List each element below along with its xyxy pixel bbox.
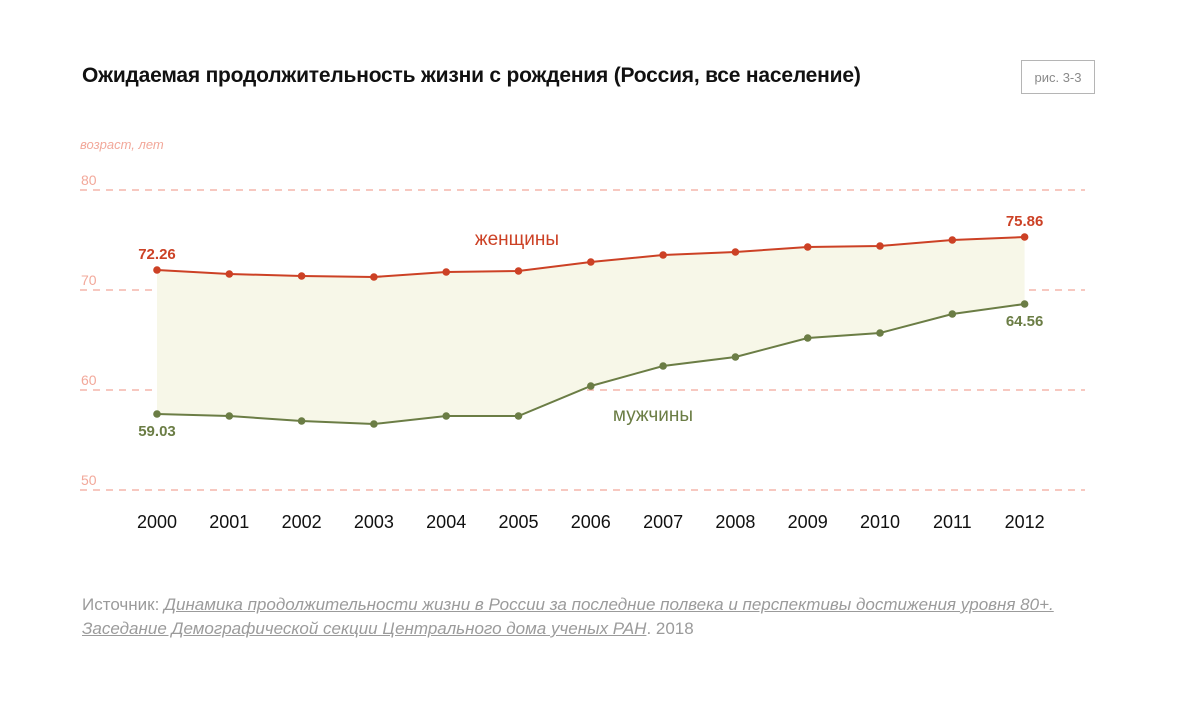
data-label-men-2012: 64.56 bbox=[1006, 313, 1044, 330]
y-axis-label: возраст, лет bbox=[80, 137, 164, 152]
data-label-women-2000: 72.26 bbox=[138, 246, 176, 263]
data-point-women-2012 bbox=[1020, 233, 1029, 241]
data-point-men-2009 bbox=[803, 334, 812, 342]
x-tick-label-2012: 2012 bbox=[1005, 512, 1045, 532]
data-point-men-2003 bbox=[370, 420, 378, 428]
data-point-women-2010 bbox=[876, 242, 884, 250]
x-tick-label-2003: 2003 bbox=[354, 512, 394, 532]
x-tick-label-2000: 2000 bbox=[137, 512, 177, 532]
area-between-series bbox=[157, 237, 1025, 424]
data-point-men-2007 bbox=[659, 362, 667, 370]
y-tick-label-60: 60 bbox=[81, 372, 97, 388]
source-prefix: Источник: bbox=[82, 595, 165, 614]
x-tick-label-2001: 2001 bbox=[209, 512, 249, 532]
data-point-men-2012 bbox=[1020, 300, 1029, 308]
data-point-men-2006 bbox=[587, 382, 595, 390]
x-tick-label-2009: 2009 bbox=[788, 512, 828, 532]
data-point-men-2005 bbox=[514, 412, 523, 420]
data-point-women-2008 bbox=[731, 248, 740, 256]
data-point-men-2010 bbox=[876, 329, 884, 337]
data-point-women-2000 bbox=[153, 266, 161, 274]
x-tick-label-2007: 2007 bbox=[643, 512, 683, 532]
figure-label-badge: рис. 3-3 bbox=[1021, 60, 1095, 94]
x-tick-label-2004: 2004 bbox=[426, 512, 466, 532]
data-point-women-2009 bbox=[803, 243, 812, 251]
x-tick-label-2002: 2002 bbox=[282, 512, 322, 532]
chart-title: Ожидаемая продолжительность жизни с рожд… bbox=[82, 64, 861, 87]
data-point-men-2004 bbox=[442, 412, 451, 420]
x-tick-label-2005: 2005 bbox=[498, 512, 538, 532]
data-point-men-2011 bbox=[948, 310, 957, 318]
x-tick-label-2008: 2008 bbox=[715, 512, 755, 532]
data-point-women-2003 bbox=[370, 273, 378, 281]
data-label-women-2012: 75.86 bbox=[1006, 213, 1044, 230]
y-tick-label-80: 80 bbox=[81, 172, 97, 188]
data-point-men-2001 bbox=[225, 412, 234, 420]
source-suffix: . 2018 bbox=[646, 619, 694, 638]
data-point-women-2006 bbox=[587, 258, 595, 266]
data-point-men-2002 bbox=[297, 417, 306, 425]
data-label-men-2000: 59.03 bbox=[138, 423, 176, 440]
series-name-women: женщины bbox=[475, 229, 559, 250]
y-tick-label-70: 70 bbox=[81, 272, 97, 288]
x-tick-label-2006: 2006 bbox=[571, 512, 611, 532]
series-name-men: мужчины bbox=[613, 405, 693, 426]
source-link[interactable]: Динамика продолжительности жизни в Росси… bbox=[82, 595, 1054, 638]
data-point-women-2007 bbox=[659, 251, 667, 259]
x-tick-label-2010: 2010 bbox=[860, 512, 900, 532]
data-point-women-2005 bbox=[514, 267, 523, 275]
data-point-men-2000 bbox=[153, 410, 161, 418]
data-point-women-2011 bbox=[948, 236, 957, 244]
source-note: Источник: Динамика продолжительности жиз… bbox=[82, 593, 1082, 641]
y-tick-label-50: 50 bbox=[81, 472, 97, 488]
data-point-women-2001 bbox=[225, 270, 234, 278]
data-point-men-2008 bbox=[731, 353, 740, 361]
data-point-women-2002 bbox=[297, 272, 306, 280]
x-tick-label-2011: 2011 bbox=[933, 512, 972, 532]
data-point-women-2004 bbox=[442, 268, 451, 276]
